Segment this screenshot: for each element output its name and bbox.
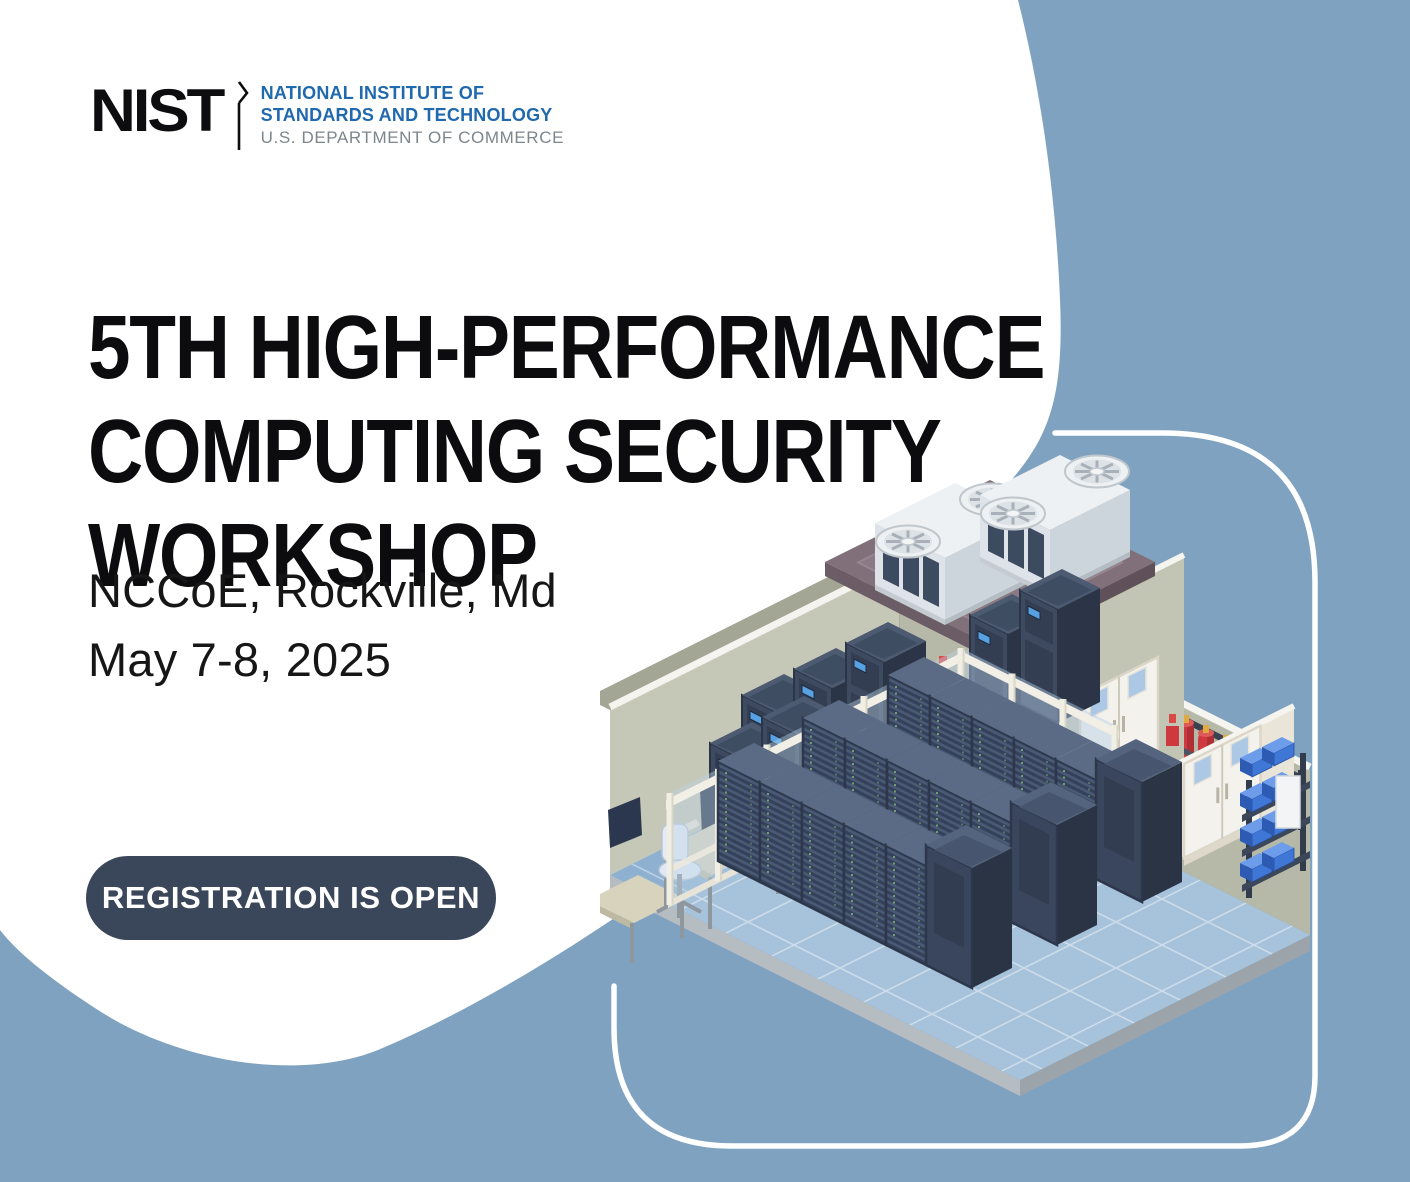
title-line2: COMPUTING SECURITY [88, 402, 942, 503]
org-name-line1: NATIONAL INSTITUTE OF [260, 83, 485, 103]
nist-logo: NIST NATIONAL INSTITUTE OF STANDARDS AND… [90, 76, 564, 152]
wall-unit [1275, 775, 1301, 829]
datacenter-illustration [600, 430, 1318, 1149]
logo-divider-icon [237, 81, 249, 150]
nist-wordmark: NIST [90, 77, 225, 144]
event-details: NCCoE, Rockville, Md May 7-8, 2025 [88, 556, 557, 694]
title-line1: 5TH HIGH-PERFORMANCE [88, 298, 1046, 399]
registration-open-button[interactable]: REGISTRATION IS OPEN [86, 856, 496, 940]
storage-crates-shelf [1239, 736, 1310, 898]
department-line: U.S. DEPARTMENT OF COMMERCE [260, 128, 565, 147]
title-line3: WORKSHOP [88, 506, 538, 607]
event-title: 5TH HIGH-PERFORMANCE COMPUTING SECURITY … [88, 296, 1046, 608]
decorative-outline-frame [611, 430, 1318, 1149]
event-location: NCCoE, Rockville, Md [88, 564, 557, 617]
org-name-line2: STANDARDS AND TECHNOLOGY [260, 104, 553, 125]
event-dates: May 7-8, 2025 [88, 633, 392, 686]
